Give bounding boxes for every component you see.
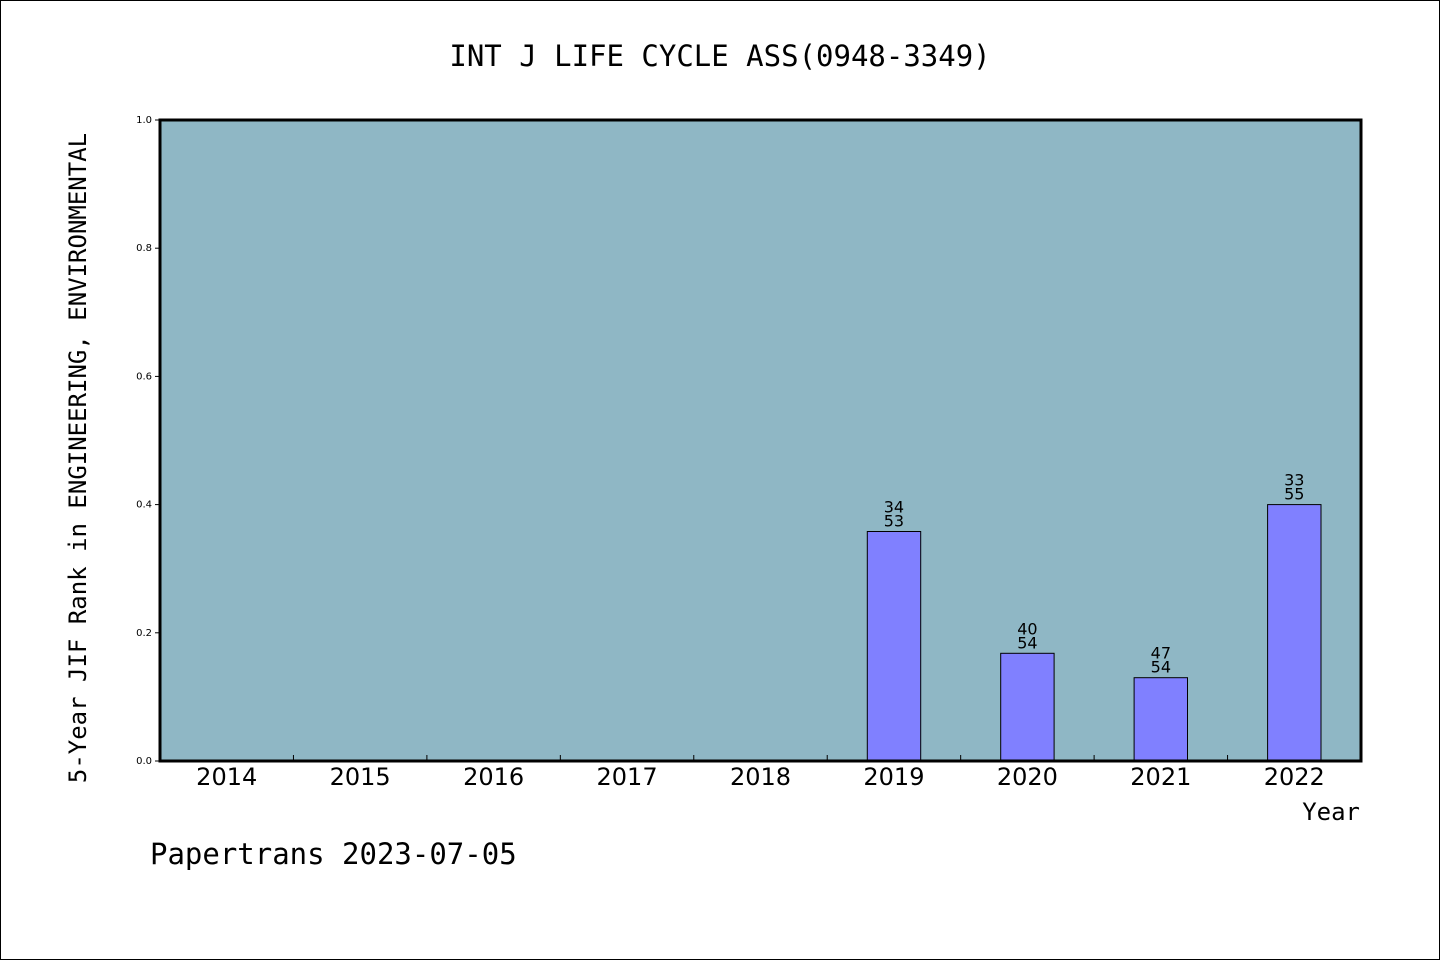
- y-tick-label-3: 0.6: [136, 371, 152, 382]
- bar-2019: [866, 531, 922, 762]
- bar-label-total-2021: 54: [1151, 658, 1171, 677]
- bar-label-total-2019: 53: [884, 512, 904, 531]
- y-tick-label-2: 0.4: [136, 500, 152, 511]
- x-tick-label-2015: 2015: [330, 763, 391, 791]
- plot-border: [158, 118, 1363, 763]
- bar-label-rank-2020: 40: [1017, 619, 1037, 638]
- bar-label-total-2020: 54: [1017, 633, 1037, 652]
- x-tick-label-2016: 2016: [463, 763, 524, 791]
- y-tick-label-5: 1.0: [136, 115, 152, 126]
- y-tick-label-4: 0.8: [136, 243, 152, 254]
- y-tick-label-1: 0.2: [136, 628, 152, 639]
- x-tick-label-2019: 2019: [863, 763, 924, 791]
- x-tick-label-2018: 2018: [730, 763, 791, 791]
- plot-background: [160, 120, 1361, 761]
- x-tick-label-2021: 2021: [1130, 763, 1191, 791]
- x-tick-label-2017: 2017: [597, 763, 658, 791]
- chart-title: INT J LIFE CYCLE ASS(0948-3349): [449, 39, 990, 73]
- x-tick-label-2014: 2014: [196, 763, 257, 791]
- y-axis-label: 5-Year JIF Rank in ENGINEERING, ENVIRONM…: [64, 133, 92, 783]
- bar-2020: [1000, 652, 1055, 762]
- bar-2021: [1133, 677, 1188, 762]
- x-tick-label-2022: 2022: [1264, 763, 1325, 791]
- footer-watermark: Papertrans 2023-07-05: [150, 837, 517, 871]
- plot-area: 2014 2015 2016 2017 201834532019405420204754…: [136, 115, 1363, 791]
- bar-2022: [1267, 504, 1322, 762]
- bar-label-rank-2019: 34: [884, 498, 904, 517]
- y-tick-label-0: 0.0: [136, 756, 152, 767]
- bar-label-rank-2021: 47: [1151, 644, 1171, 663]
- bar-label-rank-2022: 33: [1284, 471, 1304, 490]
- x-axis-label: Year: [1302, 798, 1360, 826]
- x-tick-label-2020: 2020: [997, 763, 1058, 791]
- bar-label-total-2022: 55: [1284, 485, 1304, 504]
